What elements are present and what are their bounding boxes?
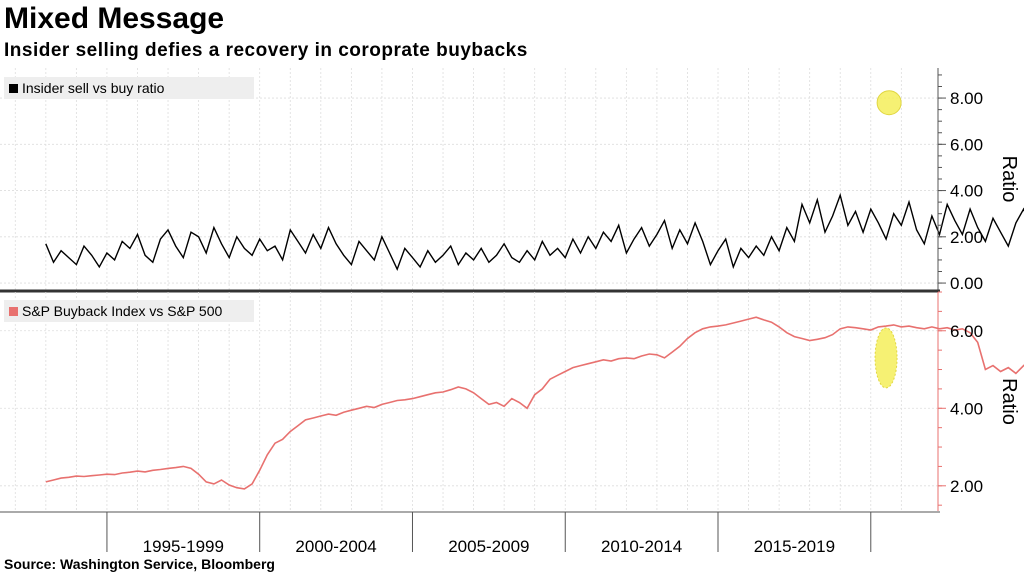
x-axis-label: 2005-2009 [448, 537, 529, 556]
bot-y-tick-label: 2.00 [950, 477, 983, 496]
chart-subtitle: Insider selling defies a recovery in cor… [4, 40, 528, 61]
bottom-legend-label: S&P Buyback Index vs S&P 500 [22, 303, 222, 319]
top-y-tick-label: 2.00 [950, 228, 983, 247]
top-legend-label: Insider sell vs buy ratio [22, 80, 165, 96]
bottom-y-axis-label: Ratio [998, 378, 1020, 425]
top-y-tick-label: 6.00 [950, 135, 983, 154]
bottom-legend-swatch [9, 307, 18, 316]
bottom-highlight [874, 327, 898, 389]
insider-ratio-line [45, 192, 1024, 272]
x-axis-labels: 1995-1999 2000-2004 2005-2009 2010-2014 2015… [143, 537, 835, 556]
bottom-legend: S&P Buyback Index vs S&P 500 [4, 300, 254, 322]
x-axis-label: 2010-2014 [601, 537, 682, 556]
top-panel: 0.00 2.00 4.00 6.00 8.00 Ratio Insider sell … [0, 68, 1024, 293]
top-y-tick-label: 0.00 [950, 274, 983, 293]
top-highlight-circle [876, 90, 902, 116]
bottom-y-ticks: 2.00 4.00 6.00 [938, 291, 983, 506]
bottom-panel: 2.00 4.00 6.00 Ratio S&P Buyback Index vs … [0, 291, 1024, 511]
x-axis: 1995-1999 2000-2004 2005-2009 2010-2014 2015… [0, 511, 940, 556]
bottom-legend-box [4, 300, 254, 322]
top-legend: Insider sell vs buy ratio [4, 77, 254, 99]
top-y-axis-label: Ratio [998, 156, 1020, 203]
x-axis-label: 2000-2004 [295, 537, 376, 556]
top-y-tick-label: 8.00 [950, 89, 983, 108]
top-y-tick-label: 4.00 [950, 182, 983, 201]
bot-y-tick-label: 6.00 [950, 322, 983, 341]
bottom-gridlines [0, 292, 938, 511]
bot-y-tick-label: 4.00 [950, 399, 983, 418]
top-highlight [876, 90, 902, 116]
buyback-ratio-line [45, 316, 1024, 490]
x-axis-separators [106, 512, 872, 552]
x-axis-label: 2015-2019 [754, 537, 835, 556]
top-y-ticks: 0.00 2.00 4.00 6.00 8.00 [938, 74, 983, 293]
chart-title: Mixed Message [4, 2, 225, 35]
source-note: Source: Washington Service, Bloomberg [4, 556, 275, 572]
bottom-highlight-ellipse [874, 327, 898, 389]
x-axis-label: 1995-1999 [143, 537, 224, 556]
top-legend-box [4, 77, 254, 99]
top-legend-swatch [9, 84, 18, 93]
